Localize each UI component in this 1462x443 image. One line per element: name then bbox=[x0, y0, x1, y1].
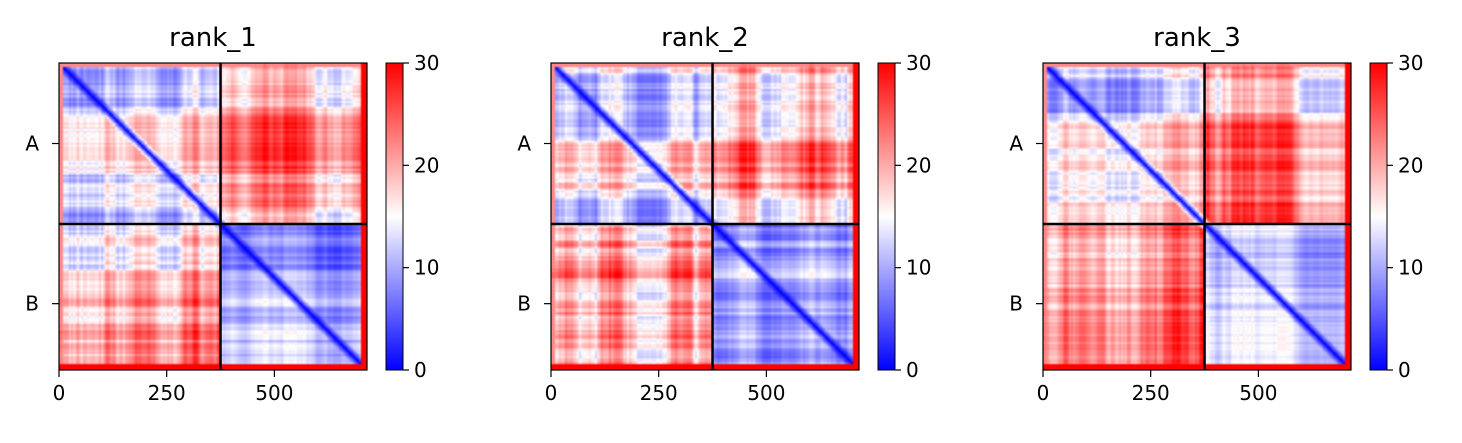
colorbar-tick-label: 30 bbox=[414, 51, 439, 75]
axes-frame bbox=[550, 62, 860, 371]
y-chain-label: A bbox=[517, 132, 531, 156]
x-tick-label: 500 bbox=[1239, 381, 1277, 405]
colorbar-tick-label: 0 bbox=[906, 358, 919, 382]
colorbar-tick-label: 20 bbox=[906, 153, 931, 177]
colorbar bbox=[877, 62, 896, 371]
y-chain-label: B bbox=[1009, 292, 1023, 316]
colorbar-tick-label: 10 bbox=[1398, 256, 1423, 280]
colorbar bbox=[385, 62, 404, 371]
colorbar-tick-label: 20 bbox=[414, 153, 439, 177]
y-chain-label: B bbox=[25, 292, 39, 316]
axes-frame bbox=[1042, 62, 1352, 371]
subplot-rank_3: rank_3 0 250 500 A B 0 10 20 30 bbox=[1009, 23, 1423, 405]
x-tick-label: 0 bbox=[1037, 381, 1050, 405]
colorbar-tick-label: 10 bbox=[414, 256, 439, 280]
colorbar bbox=[1369, 62, 1388, 371]
x-tick-label: 250 bbox=[640, 381, 678, 405]
subplot-title: rank_3 bbox=[1153, 23, 1241, 53]
x-tick-label: 250 bbox=[148, 381, 186, 405]
y-chain-label: B bbox=[517, 292, 531, 316]
colorbar-tick-label: 0 bbox=[1398, 358, 1411, 382]
heatmap-image bbox=[1043, 63, 1351, 370]
colorbar-tick-label: 10 bbox=[906, 256, 931, 280]
colorbar-tick-label: 0 bbox=[414, 358, 427, 382]
heatmap-image bbox=[59, 63, 367, 370]
colorbar-tick-label: 30 bbox=[1398, 51, 1423, 75]
subplot-rank_1: rank_1 0 250 500 A B 0 10 20 30 bbox=[25, 23, 439, 405]
colorbar-tick-label: 20 bbox=[1398, 153, 1423, 177]
axes-frame bbox=[58, 62, 368, 371]
subplot-title: rank_1 bbox=[169, 23, 257, 53]
x-tick-label: 500 bbox=[747, 381, 785, 405]
subplot-rank_2: rank_2 0 250 500 A B 0 10 20 30 bbox=[517, 23, 931, 405]
colorbar-tick-label: 30 bbox=[906, 51, 931, 75]
x-tick-label: 0 bbox=[545, 381, 558, 405]
heatmap-image bbox=[551, 63, 859, 370]
x-tick-label: 0 bbox=[53, 381, 66, 405]
x-tick-label: 500 bbox=[255, 381, 293, 405]
y-chain-label: A bbox=[25, 132, 39, 156]
y-chain-label: A bbox=[1009, 132, 1023, 156]
subplot-title: rank_2 bbox=[661, 23, 749, 53]
x-tick-label: 250 bbox=[1132, 381, 1170, 405]
